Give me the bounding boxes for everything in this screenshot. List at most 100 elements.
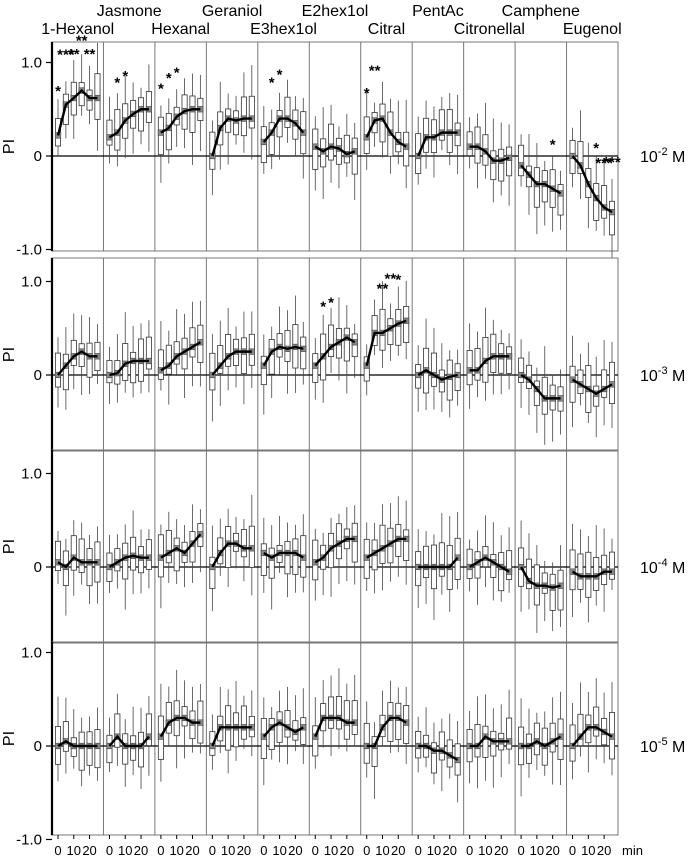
median-line (469, 145, 510, 162)
odor-group-camphene (517, 691, 564, 797)
y-axis-title: PI (1, 347, 18, 362)
concentration-label: 10-2 M (640, 146, 685, 166)
box (268, 547, 275, 579)
box (122, 542, 129, 580)
x-tick-label: 20 (82, 843, 96, 858)
odor-group-citral (363, 496, 410, 594)
significance-marker: * (122, 68, 128, 85)
odor-group-1-hexanol: ********** (54, 33, 101, 157)
box (549, 722, 556, 753)
odor-group-e3hex1ol (260, 686, 307, 786)
odor-group-jasmone: * * (106, 64, 153, 167)
x-tick-label: 20 (134, 843, 148, 858)
median-line (314, 145, 356, 156)
odor-group-geraniol (209, 494, 255, 612)
x-tick-label: 0 (54, 843, 61, 858)
box (593, 706, 600, 737)
box (557, 569, 564, 611)
median-line (469, 735, 510, 748)
box (351, 137, 358, 175)
significance-marker: * (55, 83, 61, 100)
median-point (197, 531, 204, 538)
x-tick-label: 20 (237, 843, 251, 858)
box (506, 550, 513, 580)
box (106, 119, 113, 146)
x-tick-label: 10 (581, 843, 595, 858)
odor-label-eugenol: Eugenol (563, 21, 622, 38)
box (569, 365, 576, 403)
x-tick-label: 20 (391, 843, 405, 858)
box (240, 529, 247, 558)
panel-frame (51, 257, 619, 452)
box (351, 522, 358, 563)
median-line (521, 735, 562, 748)
odor-group-eugenol (569, 678, 616, 780)
odor-label-e2hex1ol: E2hex1ol (302, 3, 369, 20)
panel-frame (51, 641, 619, 836)
x-tick-label: 10 (427, 843, 441, 858)
median-line (365, 319, 407, 366)
box (165, 344, 172, 375)
box (335, 695, 342, 730)
median-line (418, 556, 459, 569)
significance-marker: * (364, 85, 370, 102)
significance-marker: ** (68, 46, 80, 63)
x-tick-label: 0 (260, 843, 267, 858)
box (157, 349, 164, 380)
median-line (108, 734, 150, 748)
y-tick-label: 1.0 (21, 466, 42, 483)
median-line (211, 726, 252, 747)
box (209, 556, 216, 589)
x-tick-label: 0 (415, 843, 422, 858)
x-tick-label: 10 (530, 843, 544, 858)
box (577, 141, 584, 174)
significance-marker: * (320, 298, 326, 315)
box (138, 731, 145, 768)
median-line (57, 739, 98, 748)
y-axis-title: PI (1, 139, 18, 154)
median-line (417, 131, 458, 157)
box (300, 336, 307, 370)
x-tick-label: 0 (363, 843, 370, 858)
odor-group-camphene: * (517, 133, 564, 235)
box (268, 122, 275, 155)
box (498, 552, 505, 592)
median-point (312, 143, 319, 150)
odor-label-hexanal: Hexanal (151, 21, 210, 38)
box (474, 348, 481, 381)
box (482, 725, 489, 758)
odor-header-labels: Jasmone Geraniol E2hex1ol PentAc Camphene 1-H… (41, 3, 621, 38)
odor-group-hexanal (157, 669, 204, 782)
x-tick-label: 0 (517, 843, 524, 858)
odor-group-e3hex1ol: * * (260, 66, 307, 179)
significance-marker: * (174, 64, 180, 81)
significance-marker: ** (369, 63, 381, 80)
box (268, 718, 275, 750)
odor-group-1-hexanol (54, 696, 101, 787)
median-line (571, 155, 613, 214)
median-line (108, 108, 149, 139)
y-tick-label: 0 (34, 559, 42, 576)
median-line (520, 164, 562, 195)
median-line (469, 556, 510, 573)
box (490, 554, 497, 578)
significance-marker: * (114, 75, 120, 92)
box (328, 696, 335, 729)
median-line (109, 359, 149, 377)
significance-marker: *** (603, 154, 621, 171)
median-line (159, 716, 201, 738)
x-tick-label: 20 (443, 843, 457, 858)
x-tick-label: 10 (221, 843, 235, 858)
odor-group-geraniol (209, 65, 255, 196)
median-point (557, 190, 564, 197)
x-tick-label: 20 (340, 843, 354, 858)
box (609, 551, 616, 580)
odor-group-e3hex1ol (260, 514, 307, 610)
significance-marker: * (328, 295, 334, 312)
significance-marker: ** (377, 281, 389, 298)
significance-marker: * (158, 80, 164, 97)
odor-group-pentac (415, 92, 461, 185)
box (138, 97, 145, 132)
panel-10-5-M: 1.0 0 -1.0 PI 10-5 M (1, 641, 685, 849)
